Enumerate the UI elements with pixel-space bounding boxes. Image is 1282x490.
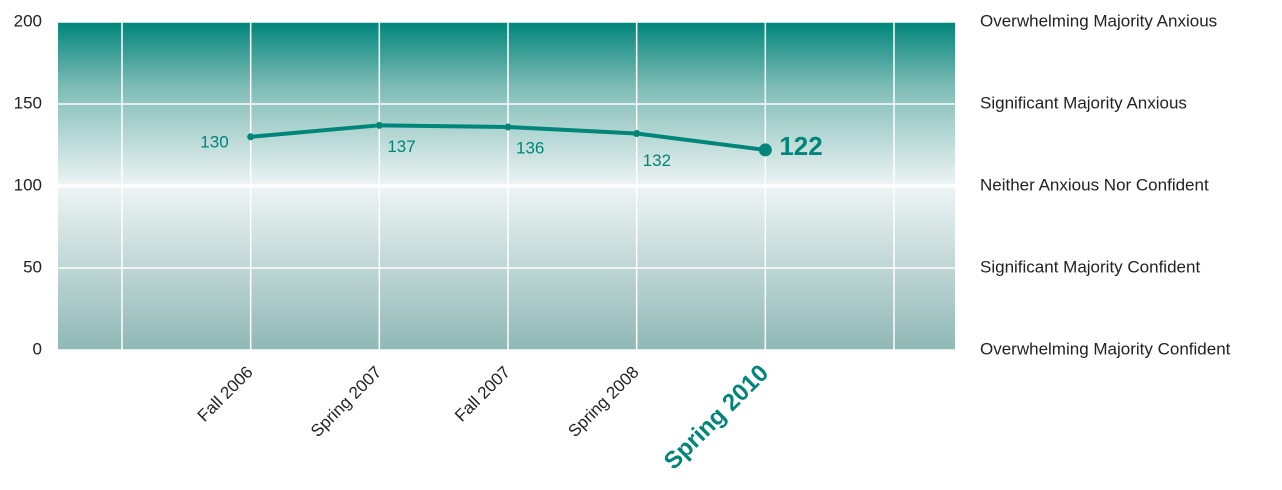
scale-label: Overwhelming Majority Confident — [980, 339, 1231, 358]
y-tick-label: 100 — [14, 175, 42, 194]
value-label: 130 — [200, 132, 228, 151]
point — [758, 143, 772, 157]
scale-label: Overwhelming Majority Anxious — [980, 11, 1217, 30]
x-tick-label: Spring 2007 — [307, 363, 385, 441]
point — [375, 121, 383, 129]
point — [504, 123, 512, 131]
scale-label: Neither Anxious Nor Confident — [980, 175, 1209, 194]
x-tick-label: Fall 2006 — [194, 363, 257, 426]
scale-label: Significant Majority Anxious — [980, 93, 1187, 112]
value-label: 122 — [779, 131, 822, 161]
y-tick-label: 200 — [14, 11, 42, 30]
y-tick-label: 50 — [23, 257, 42, 276]
x-tick-label: Spring 2008 — [564, 363, 642, 441]
point — [633, 130, 641, 138]
value-label: 136 — [516, 138, 544, 157]
x-tick-label: Spring 2010 — [659, 360, 774, 475]
scale-label: Significant Majority Confident — [980, 257, 1200, 276]
point — [247, 133, 255, 141]
value-label: 132 — [643, 151, 671, 170]
x-tick-label: Fall 2007 — [451, 363, 514, 426]
y-tick-label: 0 — [33, 339, 42, 358]
value-label: 137 — [387, 137, 415, 156]
y-tick-label: 150 — [14, 93, 42, 112]
